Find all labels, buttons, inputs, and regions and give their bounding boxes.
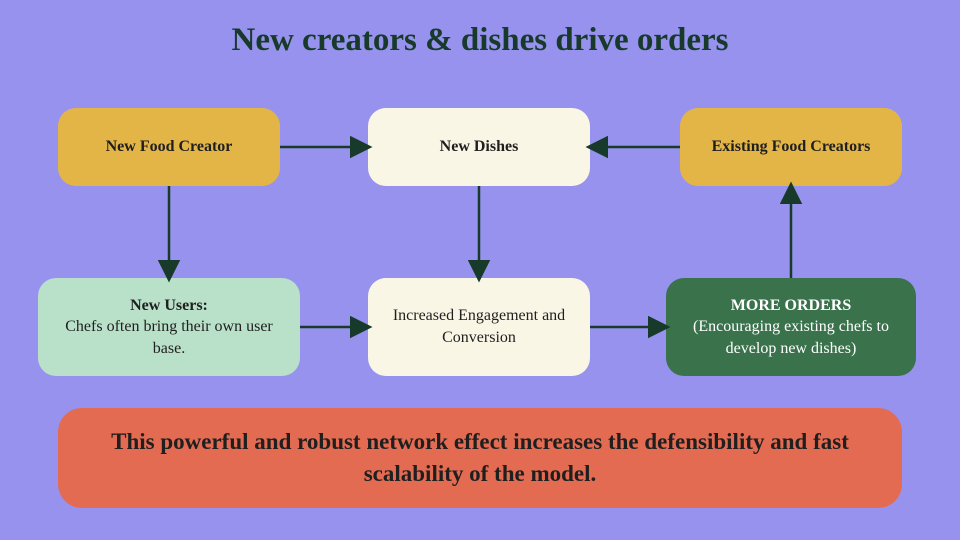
node-existing-creators: Existing Food Creators (680, 108, 902, 186)
node-label: Existing Food Creators (712, 136, 871, 158)
node-title: MORE ORDERS (731, 295, 851, 317)
node-new-food-creator: New Food Creator (58, 108, 280, 186)
slide-title: New creators & dishes drive orders (0, 22, 960, 59)
node-label: New Food Creator (106, 136, 233, 158)
node-title: New Users: (130, 295, 208, 317)
node-new-users: New Users: Chefs often bring their own u… (38, 278, 300, 376)
node-new-dishes: New Dishes (368, 108, 590, 186)
node-subtitle: Chefs often bring their own user base. (52, 316, 286, 359)
node-engagement: Increased Engagement and Conversion (368, 278, 590, 376)
node-more-orders: MORE ORDERS (Encouraging existing chefs … (666, 278, 916, 376)
node-label: New Dishes (440, 136, 519, 158)
node-subtitle: (Encouraging existing chefs to develop n… (680, 316, 902, 359)
footer-banner: This powerful and robust network effect … (58, 408, 902, 508)
slide-canvas: New creators & dishes drive orders New F… (0, 0, 960, 540)
node-label: Increased Engagement and Conversion (382, 305, 576, 348)
footer-text: This powerful and robust network effect … (88, 426, 872, 490)
